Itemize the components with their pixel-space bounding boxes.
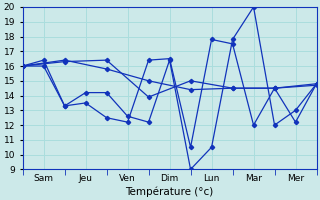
X-axis label: Température (°c): Température (°c): [125, 186, 214, 197]
